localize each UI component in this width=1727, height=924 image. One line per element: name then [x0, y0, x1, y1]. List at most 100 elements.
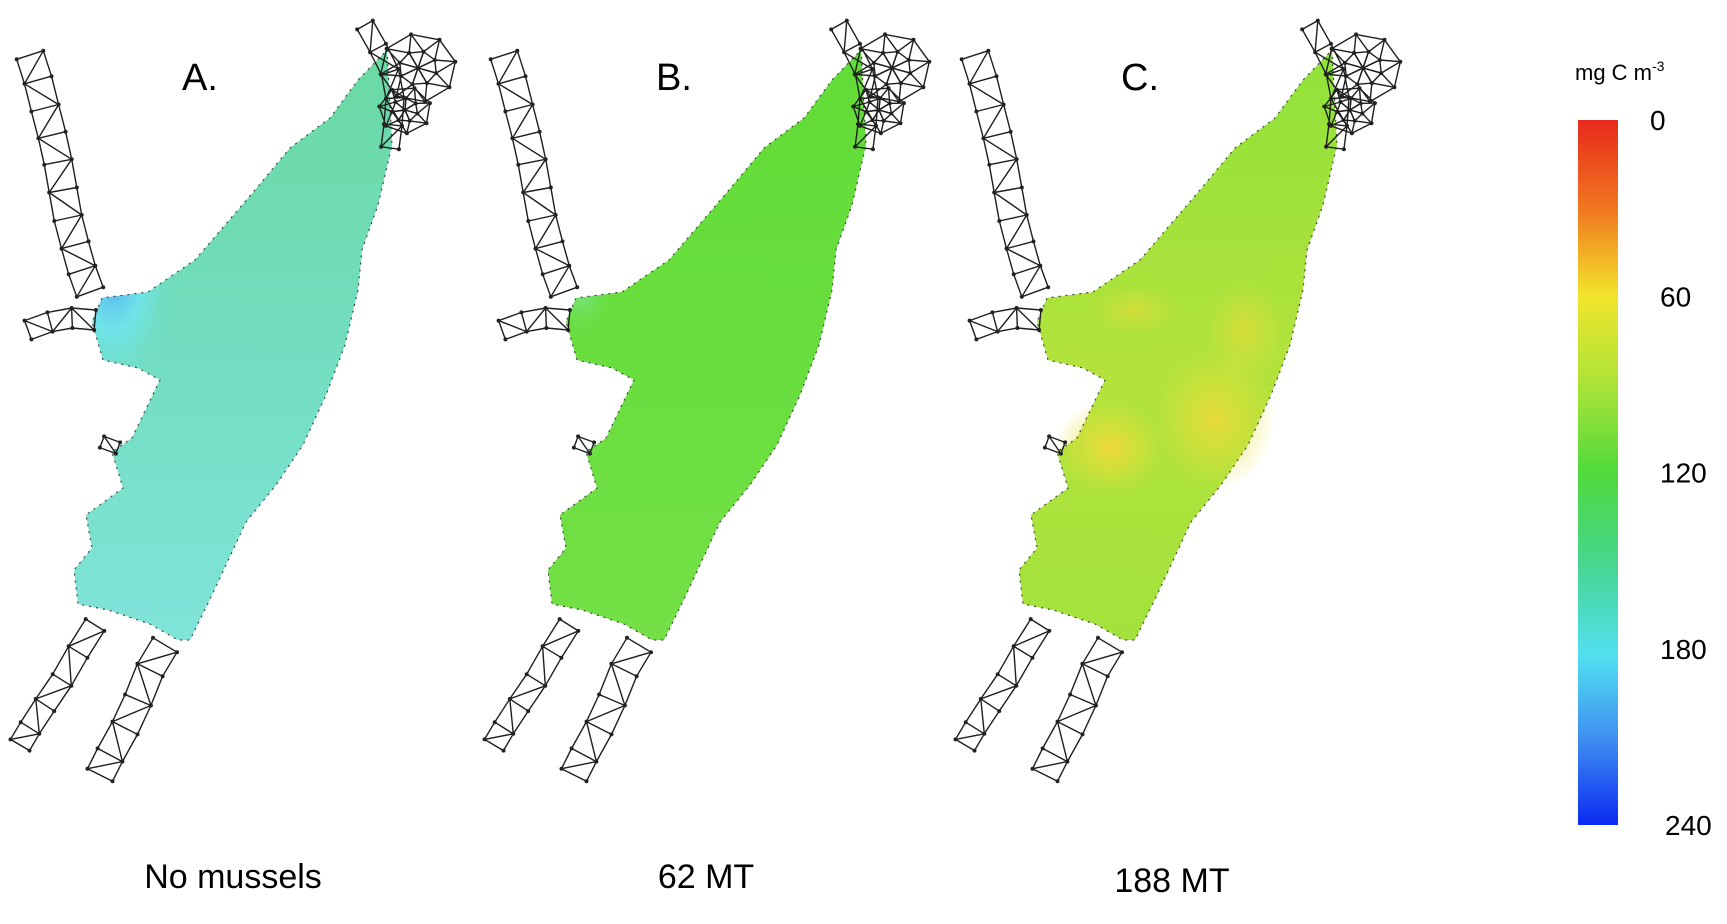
- mesh-node: [453, 59, 458, 64]
- mesh-node: [890, 66, 894, 70]
- mesh-node: [898, 81, 903, 86]
- mesh-edge: [980, 673, 999, 700]
- colorbar-gradient: [1578, 120, 1618, 825]
- mesh-edge: [1042, 747, 1068, 763]
- mesh-node: [622, 703, 627, 708]
- mesh-node: [160, 674, 165, 679]
- mesh-node: [543, 683, 548, 688]
- mesh-edge: [542, 274, 552, 298]
- mesh-node: [379, 144, 384, 149]
- mesh-node: [1341, 67, 1346, 72]
- mesh-node: [987, 162, 992, 167]
- mesh-node: [548, 294, 553, 299]
- mesh-node: [74, 294, 79, 299]
- mesh-edge: [992, 307, 1017, 314]
- mesh-edge: [1301, 29, 1316, 53]
- mesh-node: [1398, 59, 1403, 64]
- mesh-node: [69, 157, 74, 162]
- mesh-edge: [571, 747, 597, 763]
- mesh-edge: [1314, 51, 1344, 70]
- mesh-edge: [560, 748, 573, 770]
- mesh-edge: [545, 159, 552, 188]
- mesh-edge: [68, 274, 78, 298]
- mesh-edge: [23, 50, 44, 85]
- mesh-edge: [124, 693, 152, 707]
- mesh-node: [45, 310, 50, 315]
- colorbar-title-main: mg C m: [1575, 60, 1652, 85]
- mesh-node: [383, 41, 388, 46]
- mesh-edge: [49, 186, 77, 194]
- mesh-node: [829, 27, 834, 32]
- mesh-node: [649, 650, 653, 655]
- mesh-edge: [381, 68, 399, 76]
- mesh-edge: [884, 33, 914, 41]
- mesh-node: [886, 86, 891, 91]
- mesh-edge: [385, 98, 403, 127]
- mesh-node: [908, 71, 913, 76]
- mesh-edge: [391, 87, 415, 91]
- mesh-edge: [1368, 51, 1381, 61]
- mesh-edge: [383, 123, 403, 127]
- mesh-edge: [610, 663, 626, 706]
- mesh-node: [543, 157, 548, 162]
- mesh-edge: [136, 663, 152, 706]
- mesh-edge: [498, 75, 526, 85]
- mesh-edge: [585, 721, 598, 762]
- mesh-node: [997, 709, 1002, 714]
- mesh-node: [86, 239, 91, 244]
- mesh-node: [576, 628, 581, 633]
- mesh-node: [1037, 328, 1042, 332]
- panel-a: [8, 18, 458, 784]
- mesh-edge: [1048, 436, 1062, 454]
- mesh-edge: [516, 50, 527, 77]
- mesh-node: [594, 759, 599, 764]
- mesh-edge: [1349, 109, 1363, 115]
- mesh-edge: [423, 39, 440, 53]
- mesh-node: [1377, 58, 1382, 62]
- mesh-edge: [48, 192, 55, 222]
- mesh-edge: [993, 192, 1000, 222]
- mesh-edge: [112, 704, 152, 723]
- panel-b: [482, 18, 932, 784]
- mesh-edge: [1368, 39, 1385, 53]
- mesh-edge: [527, 220, 537, 249]
- mesh-node: [901, 101, 906, 106]
- mesh-node: [997, 219, 1002, 223]
- mesh-node: [584, 719, 589, 724]
- lake-map-a: [73, 48, 393, 641]
- mesh-node: [1063, 440, 1068, 445]
- mesh-edge: [38, 137, 73, 160]
- mesh-node: [1354, 32, 1358, 37]
- mesh-node: [110, 719, 115, 724]
- mesh-edge: [1361, 113, 1373, 124]
- mesh-edge: [1355, 33, 1370, 53]
- mesh-node: [1338, 100, 1343, 104]
- mesh-edge: [1325, 74, 1332, 99]
- mesh-edge: [1330, 96, 1350, 100]
- mesh-edge: [512, 137, 547, 160]
- mesh-edge: [42, 50, 53, 77]
- mesh-edge: [380, 73, 398, 97]
- mesh-node: [524, 329, 529, 334]
- mesh-edge: [542, 618, 561, 647]
- colorbar-tick-60: 60: [1660, 281, 1691, 312]
- mesh-node: [625, 635, 629, 640]
- mesh-edge: [908, 59, 930, 63]
- mesh-node: [1369, 81, 1374, 86]
- mesh-edge: [1021, 187, 1028, 216]
- mesh-edge: [52, 645, 70, 675]
- mesh-edge: [976, 330, 998, 341]
- mesh-node: [851, 104, 856, 109]
- mesh-node: [151, 635, 155, 640]
- mesh-edge: [891, 59, 910, 69]
- mesh-edge: [995, 76, 1005, 105]
- mesh-node: [516, 162, 521, 167]
- mesh-edge: [1325, 125, 1348, 148]
- mesh-node: [877, 108, 881, 112]
- mesh-edge: [1325, 48, 1333, 75]
- mesh-edge: [542, 265, 570, 275]
- mesh-node: [507, 696, 512, 701]
- mesh-edge: [509, 698, 529, 712]
- mesh-edge: [37, 104, 60, 139]
